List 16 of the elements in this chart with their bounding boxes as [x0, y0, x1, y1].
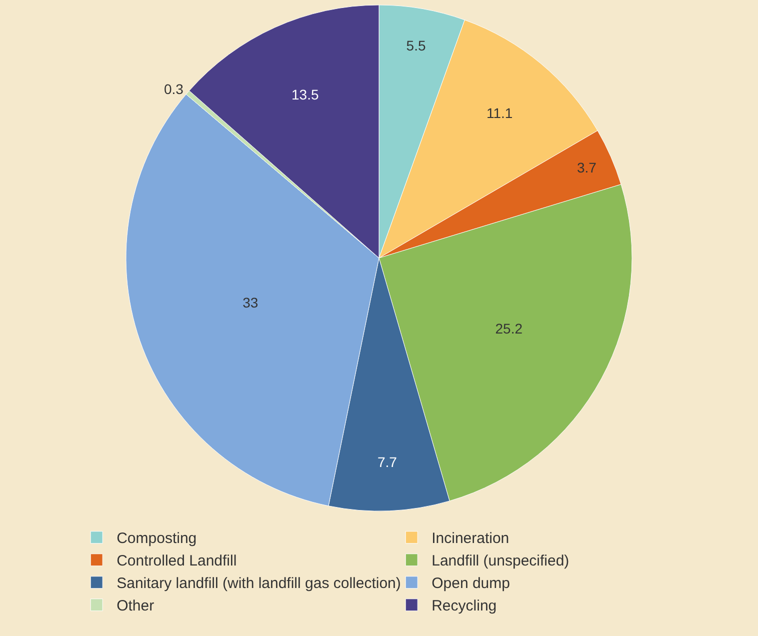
data-label: 13.5 [292, 86, 319, 103]
legend-label: Controlled Landfill [116, 552, 237, 570]
legend-label: Open dump [432, 575, 510, 592]
legend-label: Composting [116, 530, 197, 548]
legend-label: Other [116, 598, 154, 615]
legend-label: Recycling [432, 598, 497, 615]
legend-label: Incineration [432, 530, 510, 548]
data-label: 7.7 [377, 454, 398, 470]
data-label: 33 [242, 294, 258, 310]
legend-label: Landfill (unspecified) [432, 552, 570, 570]
data-label: 0.3 [164, 81, 184, 98]
data-label: 5.5 [406, 37, 426, 54]
data-label: 3.7 [576, 159, 597, 176]
data-label: 25.2 [495, 320, 523, 336]
data-label: 11.1 [486, 105, 513, 122]
legend-label: Sanitary landfill (with landfill gas collection) [116, 575, 401, 592]
